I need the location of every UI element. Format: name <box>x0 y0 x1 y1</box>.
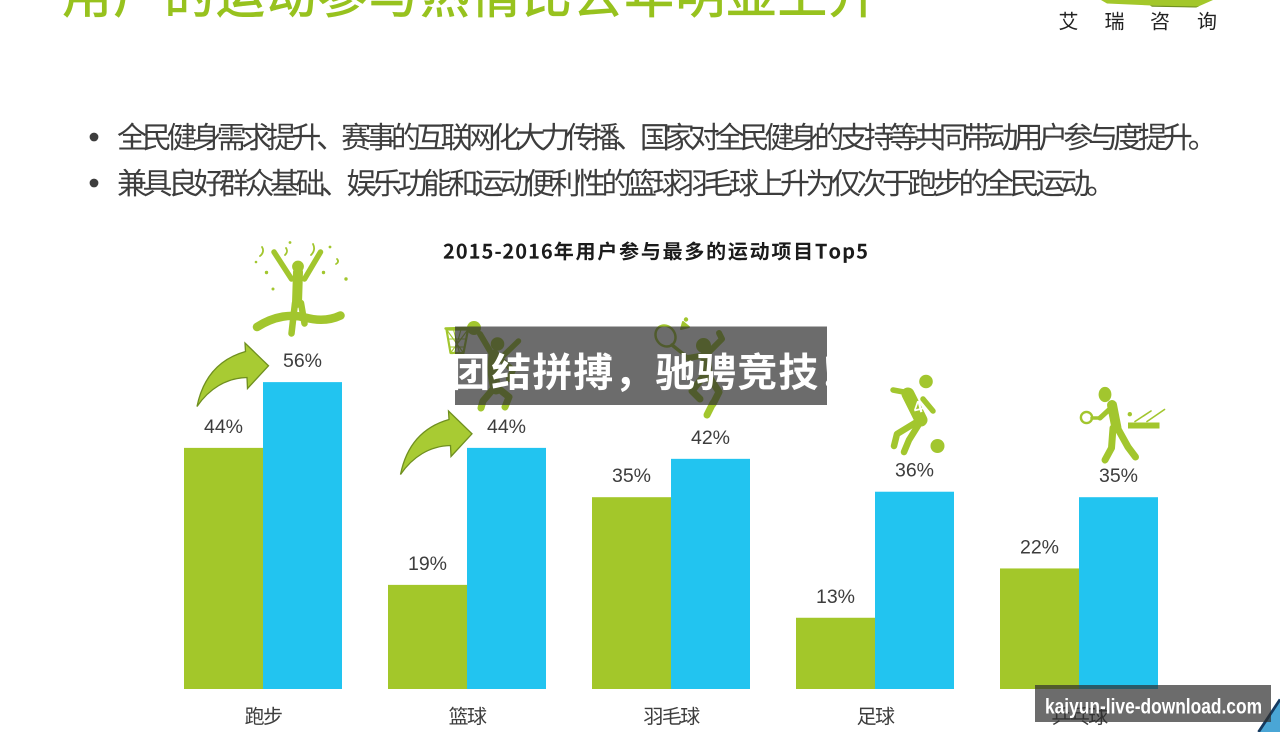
svg-text:22%: 22% <box>1020 536 1059 558</box>
svg-text:44%: 44% <box>204 416 243 438</box>
svg-text:56%: 56% <box>283 350 322 372</box>
svg-text:19%: 19% <box>408 553 447 575</box>
svg-text:42%: 42% <box>691 427 730 449</box>
svg-text:44%: 44% <box>487 416 526 438</box>
svg-text:36%: 36% <box>895 460 934 482</box>
svg-text:35%: 35% <box>1099 465 1138 487</box>
svg-text:kaiyun-live-download.com: kaiyun-live-download.com <box>1045 695 1262 719</box>
svg-text:35%: 35% <box>612 465 651 487</box>
svg-text:13%: 13% <box>816 586 855 608</box>
